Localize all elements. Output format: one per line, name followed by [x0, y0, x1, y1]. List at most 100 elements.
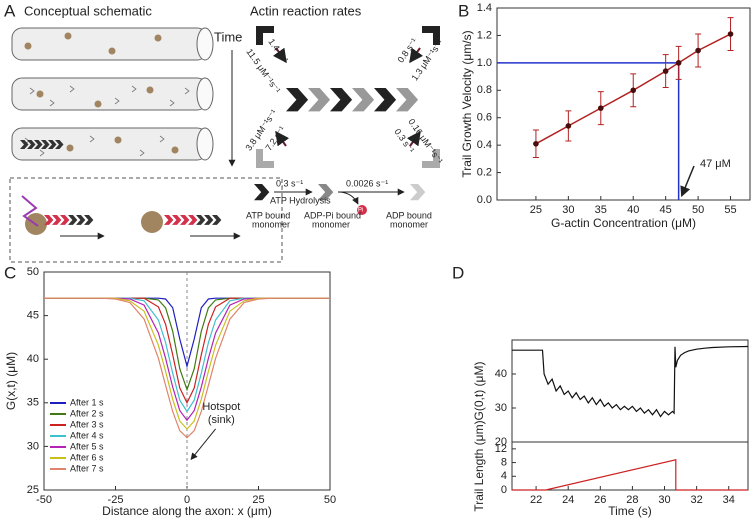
- state-label: ATP bound: [246, 210, 290, 220]
- y-tick-label: 25: [27, 484, 39, 496]
- x-tick-label: 26: [594, 494, 606, 506]
- y-tick-label: 0.0: [477, 194, 492, 206]
- x-tick-label: 45: [660, 204, 672, 216]
- x-tick-label: 34: [723, 494, 735, 506]
- x-tick-label: -25: [108, 494, 124, 506]
- state-label: ADP-Pi bound: [304, 210, 361, 220]
- state-label: monomer: [252, 219, 290, 229]
- beads: [24, 32, 179, 154]
- series-line: [535, 33, 731, 145]
- point: [695, 47, 701, 54]
- point: [565, 123, 572, 129]
- series-line: [44, 297, 330, 413]
- y-axis-label: G(0,t) (μM): [472, 362, 486, 421]
- pi-label: Pi: [358, 208, 363, 214]
- x-axis-label: G-actin Concentration (μM): [551, 216, 696, 230]
- legend-label: After 6 s: [70, 452, 104, 462]
- inset-box: [9, 177, 283, 263]
- annotation: Hotspot: [202, 401, 240, 413]
- point: [533, 140, 539, 147]
- y-tick-label: 12: [495, 443, 507, 455]
- y-tick-label: 4: [501, 470, 507, 482]
- x-tick-label: 50: [692, 204, 704, 216]
- rates-title: Actin reaction rates: [250, 3, 362, 18]
- panel-label: B: [458, 1, 469, 20]
- legend-label: After 7 s: [70, 463, 104, 473]
- point: [727, 31, 734, 37]
- point: [675, 60, 682, 66]
- hydrolysis-label: ATP Hydrolysis: [270, 195, 331, 205]
- rate: 0.16 μM⁻¹s⁻¹: [406, 117, 444, 166]
- state-label: ADP bound: [386, 210, 432, 220]
- state-label: monomer: [312, 219, 350, 229]
- release-rate: 0.0026 s⁻¹: [346, 178, 388, 188]
- x-tick-label: 30: [658, 494, 670, 506]
- y-tick-label: 0.4: [477, 139, 492, 151]
- series-line: [44, 297, 330, 430]
- rate: 1.4 s⁻¹: [266, 37, 290, 65]
- y-axis-label: G(x,t) (μM): [4, 352, 18, 410]
- x-tick-label: 24: [562, 494, 574, 506]
- point: [662, 68, 669, 74]
- y-tick-label: 30: [27, 440, 39, 452]
- y-tick-label: 0.2: [477, 166, 492, 178]
- state-label: monomer: [390, 219, 428, 229]
- annotation-arrow: [190, 428, 216, 461]
- plot-frame: [511, 339, 749, 443]
- panel-label: A: [4, 1, 16, 20]
- legend-label: After 3 s: [70, 419, 104, 429]
- y-tick-label: 45: [27, 310, 39, 322]
- x-tick-label: 32: [691, 494, 703, 506]
- x-tick-label: 25: [530, 204, 542, 216]
- y-tick-label: 20: [495, 436, 507, 448]
- y-tick-label: 0: [501, 484, 507, 496]
- y-tick-label: 1.4: [477, 2, 492, 14]
- series-line: [44, 297, 330, 439]
- y-tick-label: 30: [495, 402, 507, 414]
- y-tick-label: 8: [501, 456, 507, 468]
- x-tick-label: 0: [184, 494, 190, 506]
- x-tick-label: 55: [724, 204, 736, 216]
- legend-label: After 1 s: [70, 397, 104, 407]
- y-tick-label: 0.6: [477, 112, 492, 124]
- annotation: (sink): [208, 414, 235, 426]
- x-tick-label: 30: [562, 204, 574, 216]
- hydrolysis-rate: 0.3 s⁻¹: [276, 178, 303, 188]
- x-tick-label: 35: [595, 204, 607, 216]
- rate: 0.8 s⁻¹: [395, 36, 419, 64]
- reaction-chevrons: [256, 26, 440, 168]
- y-tick-label: 35: [27, 397, 39, 409]
- y-tick-label: 40: [27, 353, 39, 365]
- legend-label: After 4 s: [70, 430, 104, 440]
- y-axis-label: Trail Growth Velocity (μm/s): [460, 30, 474, 177]
- x-axis-label: Distance along the axon: x (μm): [102, 504, 272, 518]
- y-tick-label: 0.8: [477, 84, 492, 96]
- plot-frame: [511, 441, 749, 491]
- point: [630, 87, 637, 94]
- y-tick-label: 1.2: [477, 29, 492, 41]
- x-tick-label: 40: [627, 204, 639, 216]
- x-tick-label: -50: [36, 494, 52, 506]
- x-axis-label: Time (s): [608, 504, 652, 518]
- x-tick-label: 25: [252, 494, 264, 506]
- inset: [21, 195, 241, 240]
- annotation: 47 μM: [700, 158, 731, 170]
- legend-label: After 2 s: [70, 408, 104, 418]
- legend-label: After 5 s: [70, 441, 104, 451]
- series-line: [44, 297, 330, 422]
- x-tick-label: 22: [530, 494, 542, 506]
- time-label: Time: [214, 29, 242, 44]
- panel-label: D: [452, 263, 464, 282]
- y-tick-label: 50: [27, 266, 39, 278]
- y-tick-label: 40: [495, 368, 507, 380]
- y-tick-label: 1.0: [477, 57, 492, 69]
- point: [597, 105, 604, 111]
- panel-label: C: [4, 263, 16, 282]
- schematic-title: Conceptual schematic: [24, 3, 152, 18]
- annotation-arrow: [680, 165, 695, 197]
- x-tick-label: 50: [324, 494, 336, 506]
- y-axis-label: Trail Length (μm): [472, 420, 486, 511]
- plot-frame: [496, 7, 751, 201]
